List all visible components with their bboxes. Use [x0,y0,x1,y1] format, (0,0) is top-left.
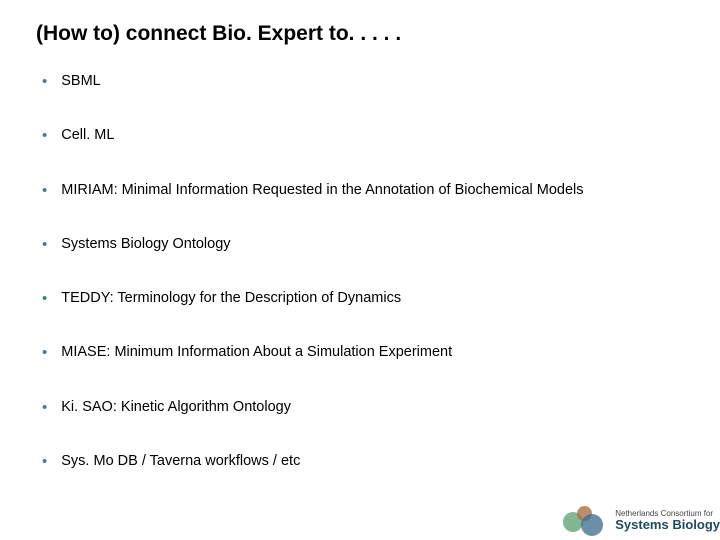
bullet-icon: • [42,126,47,146]
list-item: • Systems Biology Ontology [36,235,684,255]
logo-title: Systems Biology [615,518,720,533]
bullet-icon: • [42,452,47,472]
list-item: • MIRIAM: Minimal Information Requested … [36,181,684,201]
bullet-text: Sys. Mo DB / Taverna workflows / etc [61,452,684,472]
logo-icon [563,506,607,536]
list-item: • TEDDY: Terminology for the Description… [36,289,684,309]
bullet-icon: • [42,72,47,92]
logo-text: Netherlands Consortium for Systems Biolo… [615,509,720,533]
list-item: • MIASE: Minimum Information About a Sim… [36,343,684,363]
bullet-text: Cell. ML [61,126,684,146]
bullet-icon: • [42,235,47,255]
bullet-icon: • [42,289,47,309]
bullet-icon: • [42,343,47,363]
bullet-list: • SBML • Cell. ML • MIRIAM: Minimal Info… [36,72,684,472]
bullet-text: MIRIAM: Minimal Information Requested in… [61,181,684,201]
bullet-icon: • [42,398,47,418]
bullet-text: Systems Biology Ontology [61,235,684,255]
list-item: • Ki. SAO: Kinetic Algorithm Ontology [36,398,684,418]
bullet-text: Ki. SAO: Kinetic Algorithm Ontology [61,398,684,418]
list-item: • SBML [36,72,684,92]
bullet-text: TEDDY: Terminology for the Description o… [61,289,684,309]
bullet-text: SBML [61,72,684,92]
slide-title: (How to) connect Bio. Expert to. . . . . [36,22,684,46]
bullet-text: MIASE: Minimum Information About a Simul… [61,343,684,363]
list-item: • Sys. Mo DB / Taverna workflows / etc [36,452,684,472]
list-item: • Cell. ML [36,126,684,146]
bullet-icon: • [42,181,47,201]
footer-logo: Netherlands Consortium for Systems Biolo… [563,506,720,536]
